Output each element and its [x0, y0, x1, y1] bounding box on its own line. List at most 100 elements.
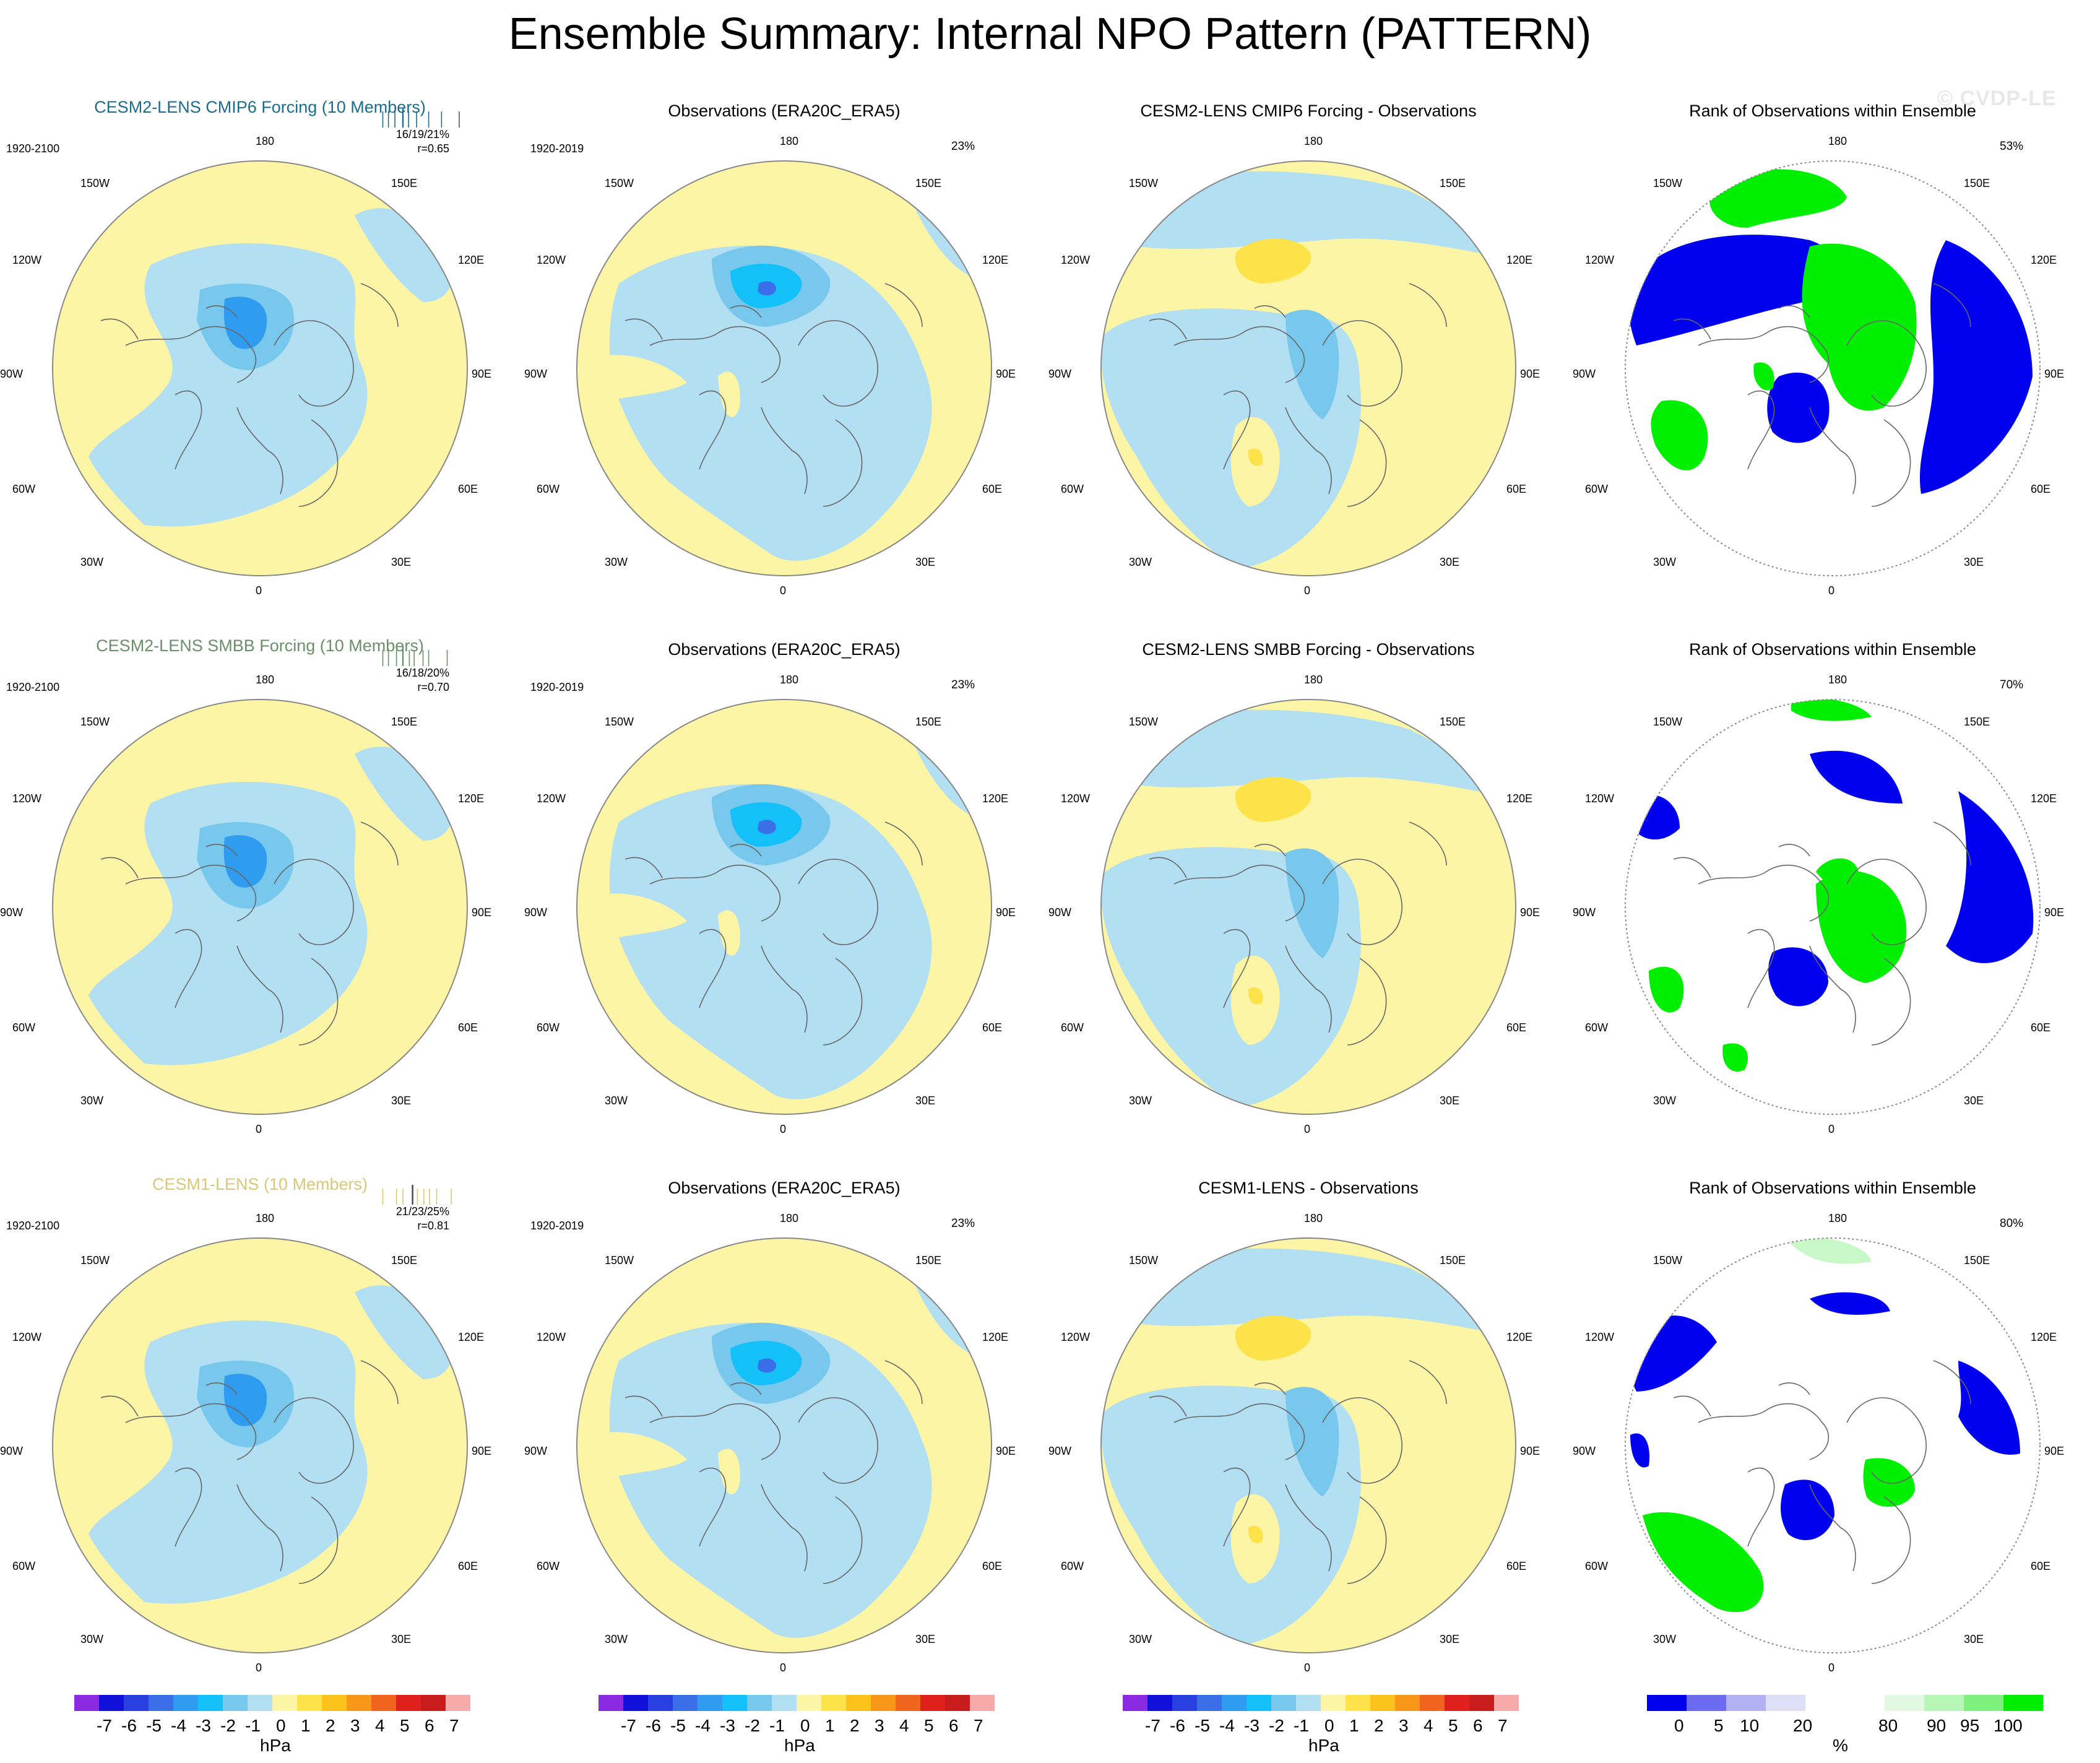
anomaly-region — [1248, 448, 1263, 466]
longitude-label: 150E — [1964, 716, 1990, 728]
longitude-label: 60W — [1585, 1560, 1609, 1572]
longitude-label: 0 — [1828, 1123, 1835, 1135]
longitude-label: 150W — [1129, 177, 1159, 189]
longitude-label: 90E — [472, 906, 492, 919]
period-label: 1920-2019 — [530, 142, 584, 155]
colorbar-segment — [598, 1695, 623, 1711]
longitude-label: 60E — [1506, 1021, 1527, 1034]
colorbar-label: 6 — [425, 1716, 434, 1735]
colorbar — [1123, 1695, 1519, 1711]
colorbar-label: 90 — [1927, 1716, 1947, 1735]
anomaly-region — [718, 371, 740, 417]
model-panel: CESM2-LENS CMIP6 Forcing (10 Members) 180… — [0, 98, 508, 636]
longitude-label: 90W — [1573, 368, 1596, 380]
longitude-label: 90E — [1520, 906, 1540, 919]
longitude-label: 30W — [1129, 556, 1152, 568]
colorbar-label: 1 — [1349, 1716, 1359, 1735]
longitude-label: 60E — [1506, 483, 1527, 495]
colorbar-segment — [722, 1695, 747, 1711]
longitude-label: 30E — [1440, 1094, 1460, 1107]
colorbar-label: -6 — [121, 1716, 137, 1735]
longitude-label: 120E — [1506, 1331, 1533, 1343]
longitude-label: 30W — [1653, 1094, 1677, 1107]
colorbar-label: 5 — [1714, 1716, 1724, 1735]
colorbar-segment — [797, 1695, 821, 1711]
colorbar-label: 3 — [875, 1716, 884, 1735]
longitude-label: 60E — [2031, 483, 2051, 495]
longitude-label: 90E — [472, 368, 492, 380]
colorbar-label: 7 — [449, 1716, 459, 1735]
anomaly-region — [1137, 709, 1508, 797]
anomaly-region — [223, 835, 267, 888]
longitude-label: 60W — [12, 1560, 36, 1572]
colorbar-segment — [1494, 1695, 1519, 1711]
anomaly-region — [758, 820, 777, 834]
rank-region — [1753, 362, 1774, 391]
longitude-label: 90W — [0, 906, 24, 919]
longitude-label: 90W — [0, 368, 24, 380]
colorbar-label: 0 — [276, 1716, 286, 1735]
longitude-label: 0 — [256, 1123, 262, 1135]
longitude-label: 0 — [256, 1661, 262, 1674]
colorbar-segment — [1123, 1695, 1147, 1711]
colorbar-segment — [371, 1695, 396, 1711]
longitude-label: 0 — [1304, 1123, 1311, 1135]
longitude-label: 90E — [472, 1445, 492, 1457]
polar-map — [576, 160, 992, 576]
longitude-label: 0 — [256, 584, 262, 597]
anomaly-region — [1285, 848, 1339, 958]
panel-title: Rank of Observations within Ensemble — [1689, 102, 1976, 120]
colorbar-label: 0 — [800, 1716, 810, 1735]
colorbar-segment — [846, 1695, 871, 1711]
anomaly-region — [718, 910, 740, 956]
longitude-label: 150W — [605, 177, 634, 189]
stats-correlation: r=0.65 — [417, 142, 449, 155]
longitude-label: 0 — [780, 584, 787, 597]
panel-title: Observations (ERA20C_ERA5) — [668, 1179, 901, 1197]
colorbar-label: 3 — [350, 1716, 360, 1735]
anomaly-region — [609, 245, 932, 561]
polar-map — [1100, 160, 1516, 576]
colorbar-segment — [347, 1695, 371, 1711]
longitude-label: 60W — [1061, 1021, 1084, 1034]
ensemble-stats: 21/23/25% r=0.81 — [365, 1205, 449, 1233]
colorbar-segment — [1445, 1695, 1469, 1711]
panel-title: Rank of Observations within Ensemble — [1689, 640, 1976, 659]
longitude-label: 90E — [2044, 1445, 2065, 1457]
colorbar-label: 7 — [1498, 1716, 1508, 1735]
longitude-label: 150E — [1440, 1254, 1466, 1267]
colorbar-segment — [1766, 1695, 1805, 1711]
colorbar-segment — [698, 1695, 722, 1711]
longitude-label: 120W — [537, 792, 566, 805]
colorbar-segment — [446, 1695, 470, 1711]
longitude-label: 60E — [1506, 1560, 1527, 1572]
colorbar-segment — [1172, 1695, 1197, 1711]
rank-region — [1810, 1292, 1890, 1315]
longitude-label: 90E — [1520, 368, 1540, 380]
longitude-label: 90W — [1048, 1445, 1072, 1457]
anomaly-region — [89, 243, 368, 527]
colorbar-segment — [1346, 1695, 1370, 1711]
colorbar-segment — [673, 1695, 698, 1711]
rank-panel: Rank of Observations within Ensemble 180 0… — [1573, 1175, 2080, 1713]
longitude-label: 90W — [0, 1445, 24, 1457]
rank-region — [1863, 1458, 1915, 1507]
colorbar-label: -1 — [245, 1716, 261, 1735]
pattern-percent: 23% — [951, 678, 975, 691]
polar-map — [576, 1237, 992, 1653]
rank-region — [1722, 1043, 1748, 1072]
colorbar-label: 10 — [1740, 1716, 1760, 1735]
rank-region — [1643, 1512, 1764, 1613]
longitude-label: 30E — [915, 1094, 936, 1107]
longitude-label: 30W — [80, 1633, 104, 1645]
longitude-label: 150E — [1440, 716, 1466, 728]
longitude-label: 180 — [1828, 674, 1847, 686]
anomaly-region — [758, 281, 777, 296]
longitude-label: 0 — [780, 1661, 787, 1674]
colorbar-segment — [1271, 1695, 1296, 1711]
colorbar-segment — [1395, 1695, 1420, 1711]
anomaly-region — [1235, 1315, 1311, 1361]
colorbar-segment — [896, 1695, 920, 1711]
colorbar-label: 2 — [326, 1716, 335, 1735]
longitude-label: 150E — [391, 716, 418, 728]
